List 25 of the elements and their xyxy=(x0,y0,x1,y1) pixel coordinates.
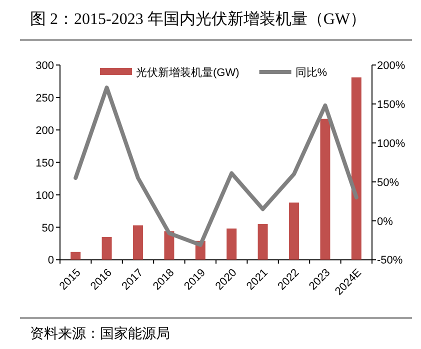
y-tick-label: 50 xyxy=(42,222,54,234)
bar xyxy=(289,202,299,260)
bar xyxy=(70,252,81,260)
chart-title: 图 2：2015-2023 年国内光伏新增装机量（GW） xyxy=(30,10,366,28)
y2-tick-label: 0% xyxy=(377,216,394,228)
y-tick-label: 200 xyxy=(36,124,54,137)
y2-tick-label: 50% xyxy=(377,176,400,189)
bar xyxy=(258,224,268,260)
y2-tick-label: -50% xyxy=(377,254,403,267)
bar xyxy=(133,225,143,260)
y-tick-label: 300 xyxy=(36,60,54,72)
legend-label: 同比% xyxy=(295,66,328,79)
y-tick-label: 150 xyxy=(36,157,54,170)
legend-label: 光伏新增装机量(GW) xyxy=(136,66,240,79)
text: 资料来源：国家能源局 xyxy=(30,325,170,341)
y-tick-label: 0 xyxy=(48,254,54,267)
y-tick-label: 250 xyxy=(36,92,54,104)
bar xyxy=(351,77,362,260)
bar xyxy=(320,118,330,260)
bar xyxy=(102,236,112,260)
y2-tick-label: 200% xyxy=(377,60,406,72)
y-tick-label: 100 xyxy=(36,190,54,202)
bar xyxy=(226,228,237,260)
y2-tick-label: 100% xyxy=(377,138,406,150)
y2-tick-label: 150% xyxy=(377,98,406,111)
